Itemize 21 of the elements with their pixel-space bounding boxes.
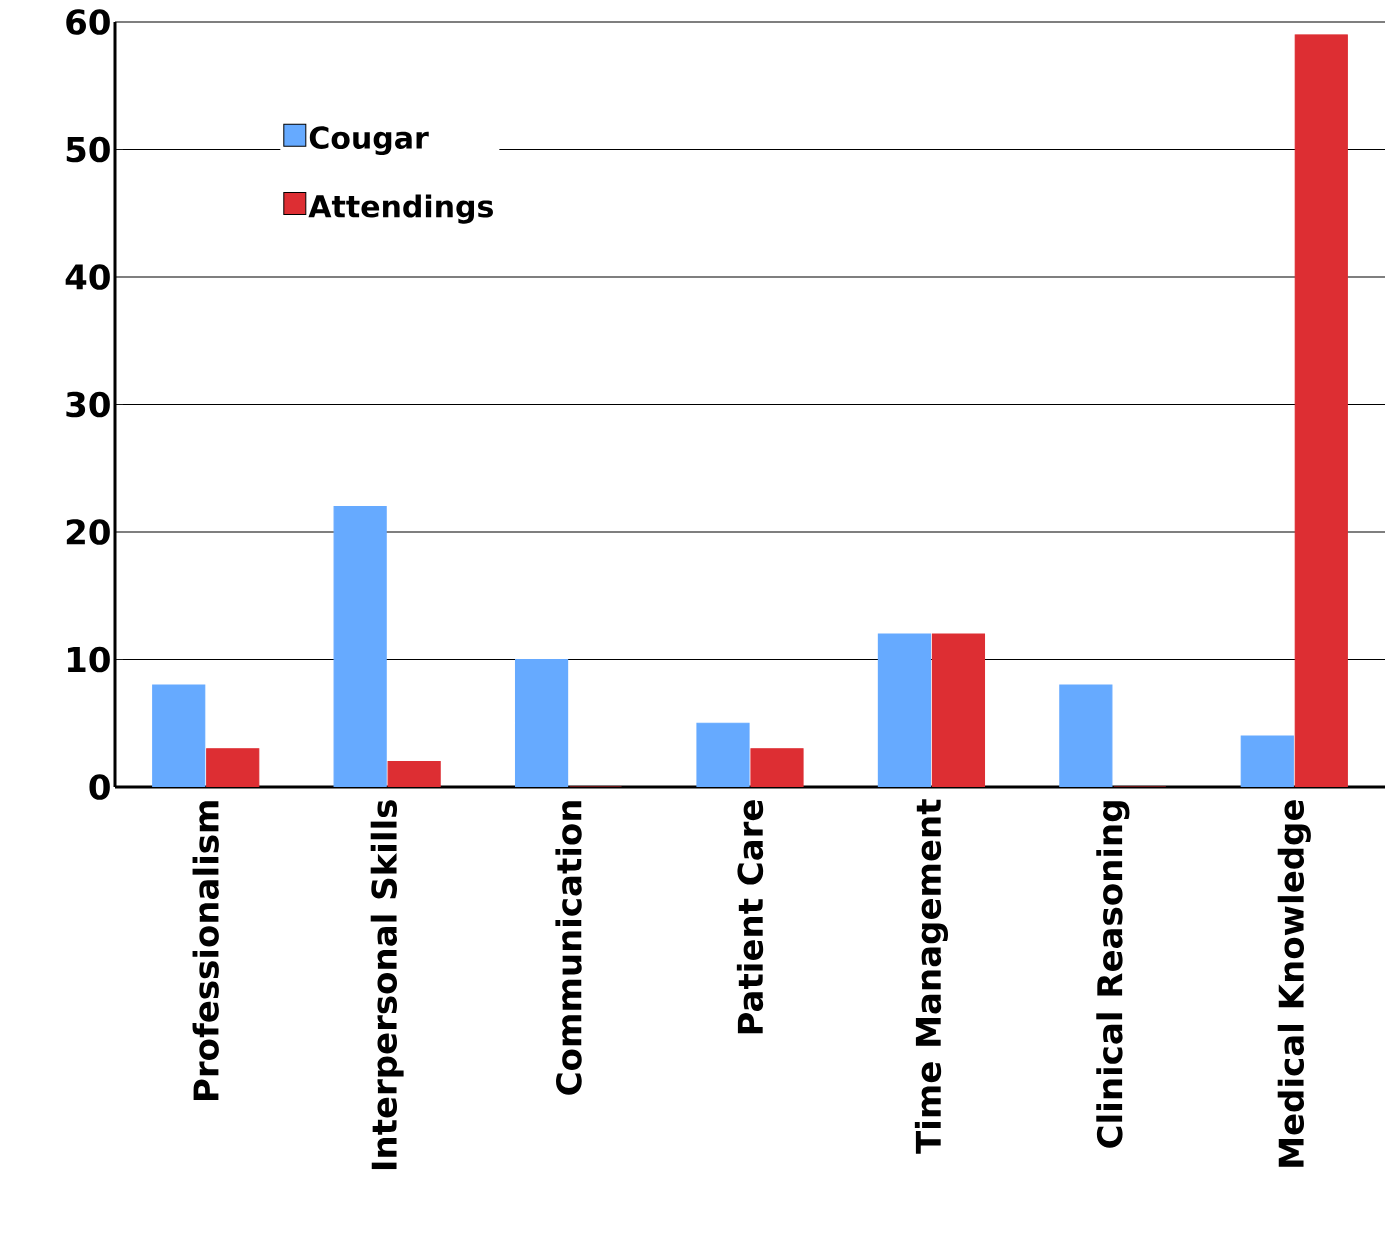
x-tick-label: Time Management (914, 799, 949, 1154)
y-tick-label: 0 (89, 774, 110, 800)
legend-label: Attendings (308, 194, 493, 224)
x-tick-label: Medical Knowledge (1277, 800, 1311, 1167)
x-tick-label: Patient Care (736, 800, 764, 1034)
bar (931, 633, 986, 787)
y-tick-label: 60 (66, 9, 110, 35)
x-tick-label: Professionalism (192, 801, 219, 1100)
y-tick-label: 50 (66, 136, 110, 163)
bar (387, 760, 441, 787)
x-tick-label: Communication (555, 801, 582, 1095)
bar (750, 748, 804, 787)
x-tick-label: Interpersonal Skills (370, 800, 404, 1170)
y-tick-label: 30 (66, 391, 110, 418)
legend-label: Cougar (309, 126, 429, 156)
y-tick-label: 20 (66, 519, 110, 545)
y-tick-label: 10 (68, 646, 110, 673)
bar (1294, 34, 1348, 787)
x-tick-label: Clinical Reasoning (1096, 801, 1130, 1148)
bar (206, 748, 260, 787)
y-tick-label: 40 (65, 264, 110, 290)
